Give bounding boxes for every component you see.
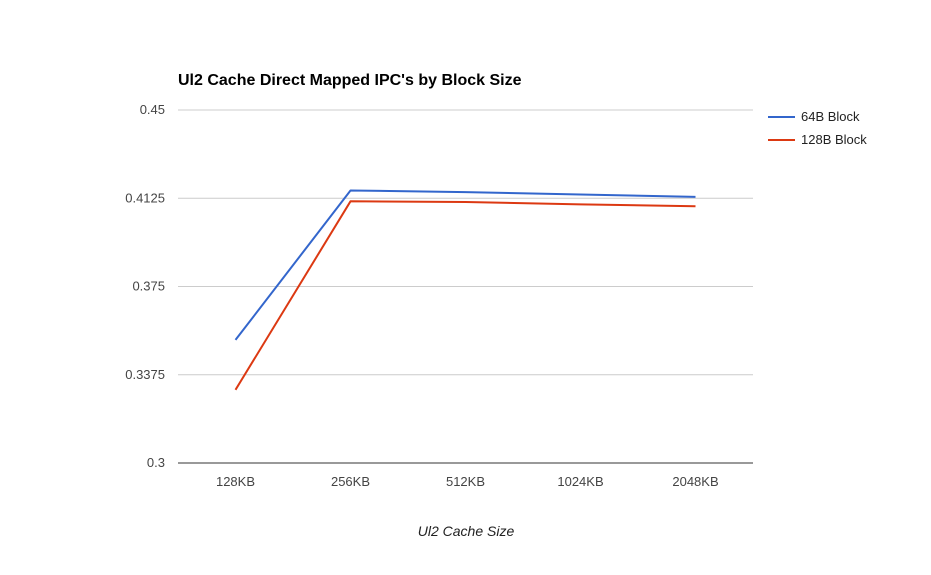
- y-tick-label: 0.4125: [125, 190, 165, 205]
- series-layer: [234, 189, 696, 391]
- x-tick-label: 512KB: [446, 474, 485, 489]
- x-tick-label: 1024KB: [557, 474, 603, 489]
- y-tick-label: 0.45: [140, 102, 165, 117]
- legend-label: 64B Block: [801, 109, 860, 124]
- x-tick-label: 2048KB: [672, 474, 718, 489]
- chart-title: Ul2 Cache Direct Mapped IPC's by Block S…: [178, 72, 522, 89]
- series-line-64b-block: [234, 189, 696, 341]
- y-tick-label: 0.375: [132, 279, 165, 294]
- x-axis-ticks: 128KB 256KB 512KB 1024KB 2048KB: [216, 474, 719, 489]
- x-axis-title: Ul2 Cache Size: [418, 523, 515, 539]
- legend: 64B Block 128B Block: [768, 109, 867, 147]
- x-tick-label: 256KB: [331, 474, 370, 489]
- grid-layer: [178, 109, 753, 464]
- x-tick-label: 128KB: [216, 474, 255, 489]
- legend-label: 128B Block: [801, 132, 867, 147]
- y-tick-label: 0.3: [147, 455, 165, 470]
- y-tick-label: 0.3375: [125, 367, 165, 382]
- series-line-128b-block: [234, 200, 696, 391]
- y-axis-ticks: 0.45 0.4125 0.375 0.3375 0.3: [125, 102, 165, 470]
